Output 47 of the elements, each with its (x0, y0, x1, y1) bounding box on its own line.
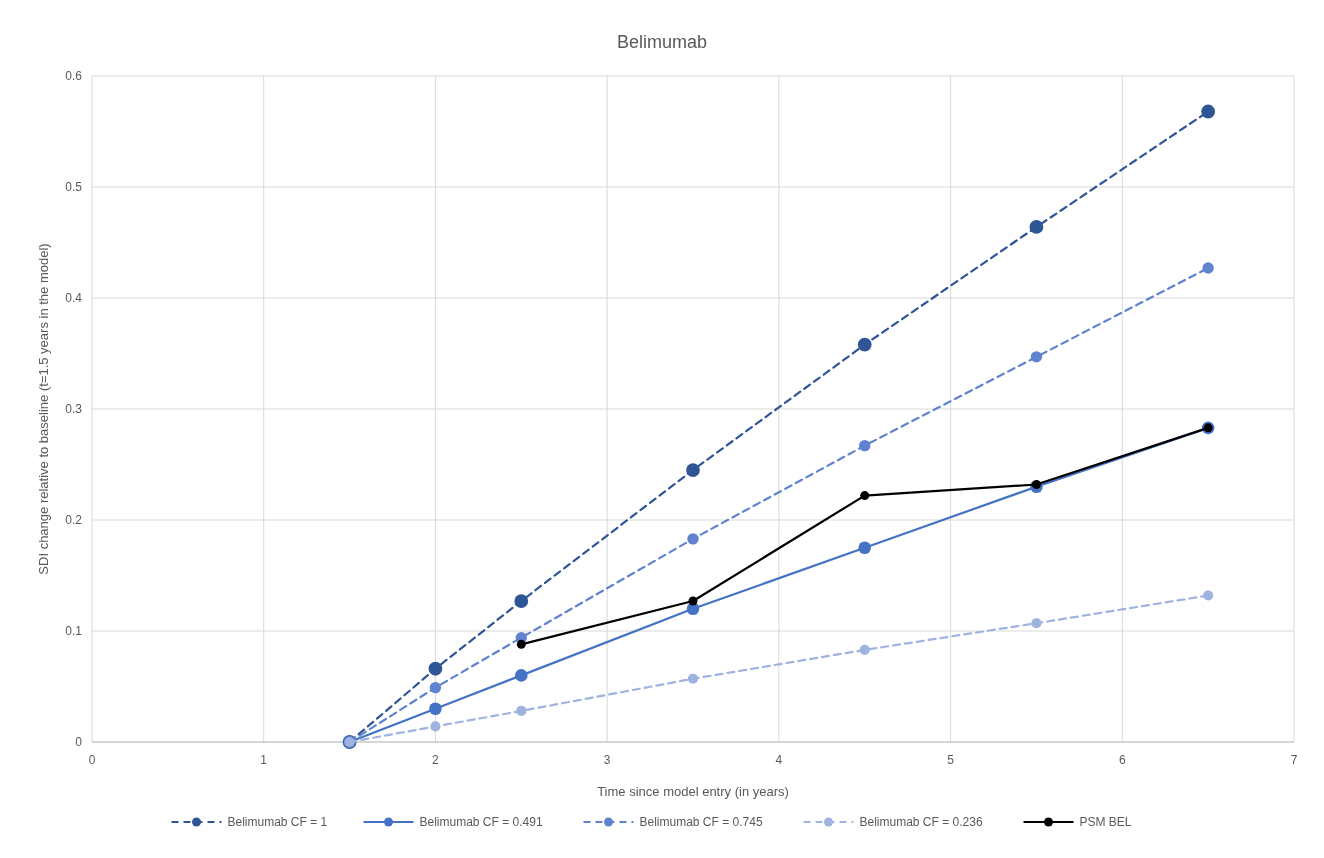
point (1031, 479, 1041, 489)
x-tick-label: 0 (88, 753, 96, 767)
legend-label: Belimumab CF = 0.236 (859, 815, 983, 829)
point (514, 594, 529, 608)
point (686, 463, 700, 477)
point (429, 702, 442, 715)
y-tick-label: 0.1 (65, 624, 83, 638)
legend-label: Belimumab CF = 0.491 (419, 815, 543, 829)
point (858, 541, 872, 555)
x-tick-label: 7 (1290, 753, 1298, 767)
legend-label: Belimumab CF = 0.745 (639, 815, 763, 829)
x-tick-label: 3 (603, 753, 611, 767)
point (1203, 590, 1214, 601)
x-tick-label: 4 (775, 753, 783, 767)
y-tick-label: 0.5 (65, 180, 83, 194)
y-tick-label: 0.2 (65, 513, 83, 527)
point (429, 681, 442, 694)
x-tick-label: 6 (1118, 753, 1126, 767)
y-tick-label: 0 (75, 735, 83, 749)
y-axis-title: SDI change relative to baseline (t=1.5 years in the model) (36, 243, 51, 575)
chart-title: Belimumab (616, 32, 708, 52)
point (859, 439, 871, 452)
x-tick-label: 2 (432, 753, 440, 767)
point (857, 337, 872, 352)
y-tick-label: 0.4 (65, 291, 83, 305)
point (514, 669, 528, 682)
x-axis-title: Time since model entry (in years) (597, 784, 789, 799)
point (1030, 351, 1043, 363)
point (687, 533, 699, 545)
point (516, 705, 527, 717)
x-tick-label: 1 (260, 753, 268, 767)
point (1202, 262, 1214, 274)
point (1029, 220, 1044, 234)
x-tick-label: 5 (947, 753, 955, 767)
point (430, 721, 441, 732)
point (860, 491, 870, 501)
y-tick-label: 0.3 (65, 402, 83, 416)
point (687, 673, 699, 684)
legend-label: Belimumab CF = 1 (227, 815, 328, 829)
point (428, 661, 443, 676)
legend-label: PSM BEL (1079, 815, 1132, 829)
point (688, 596, 698, 606)
point (859, 644, 870, 655)
point (1031, 618, 1042, 629)
point (1201, 104, 1216, 119)
y-tick-label: 0.6 (65, 69, 83, 83)
point (516, 639, 526, 649)
